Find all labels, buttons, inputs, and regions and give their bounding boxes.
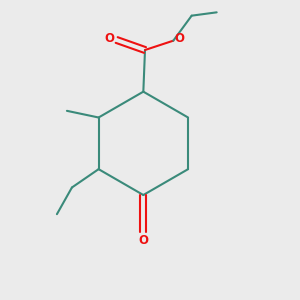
Text: O: O xyxy=(174,32,184,46)
Text: O: O xyxy=(104,32,114,45)
Text: O: O xyxy=(138,235,148,248)
